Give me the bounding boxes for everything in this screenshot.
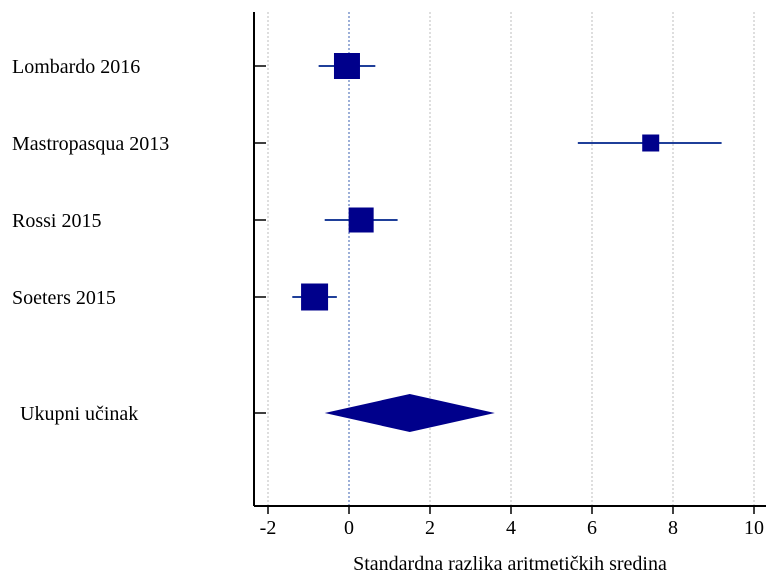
x-tick-label: 0 [344, 517, 354, 539]
study-estimate-marker [333, 53, 360, 79]
study-label: Rossi 2015 [12, 210, 101, 232]
overall-effect-label: Ukupni učinak [20, 403, 138, 425]
x-tick-label: 2 [425, 517, 435, 539]
study-estimate-marker [301, 283, 329, 311]
x-tick-label: 6 [587, 517, 597, 539]
grid-lines [267, 12, 755, 506]
x-tick-label: -2 [260, 517, 277, 539]
study-estimate-marker [642, 134, 660, 152]
x-axis-title: Standardna razlika aritmetičkih sredina [353, 553, 667, 575]
x-tick-label: 10 [744, 517, 764, 539]
study-estimate-marker [348, 207, 374, 233]
study-label: Lombardo 2016 [12, 56, 140, 78]
x-tick-label: 4 [506, 517, 516, 539]
study-label: Soeters 2015 [12, 287, 116, 309]
study-label: Mastropasqua 2013 [12, 133, 169, 155]
overall-effect-diamond [324, 394, 495, 432]
study-labels: Lombardo 2016 Mastropasqua 2013 Rossi 2015… [12, 56, 169, 425]
axes: -2 0 2 4 6 8 10 [253, 12, 766, 539]
study-marks [292, 53, 722, 432]
x-tick-label: 8 [668, 517, 678, 539]
